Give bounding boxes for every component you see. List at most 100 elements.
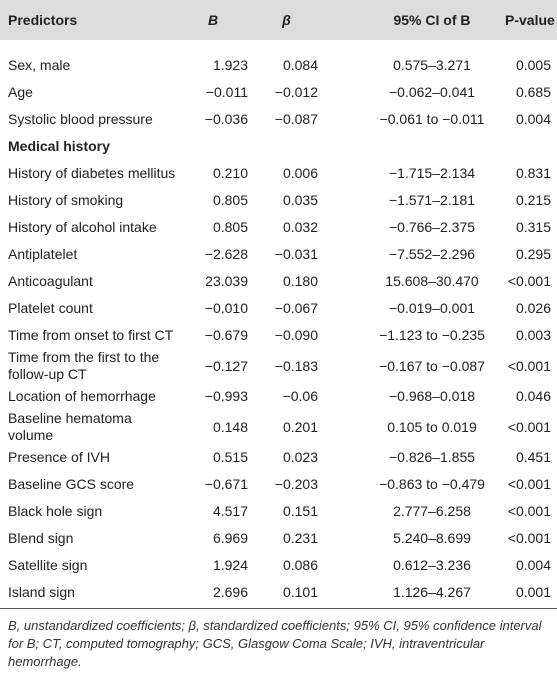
header-cell: Predictors: [0, 0, 178, 40]
header-cell: P-value: [505, 0, 557, 40]
cell: Time from the first to the follow-up CT: [8, 349, 160, 382]
cell: 0.180: [282, 273, 318, 289]
cell: 0.685: [515, 84, 551, 100]
cell: −7.552–2.296: [388, 246, 476, 262]
cell: −0.167 to −0.087: [379, 357, 485, 374]
cell: −0.036: [204, 111, 248, 127]
cell: −0.061 to −0.011: [379, 111, 485, 127]
cell: 2.777–6.258: [393, 503, 471, 519]
cell: −0.011: [205, 84, 248, 100]
table-row: Anticoagulant 23.039 0.180 15.608–30.470 <0.…: [0, 268, 557, 295]
cell: −0.863 to −0.479: [379, 476, 485, 492]
cell: 0.210: [212, 165, 248, 181]
table-row: Satellite sign 1.924 0.086 0.612–3.236 0.004: [0, 552, 557, 579]
cell: 0.831: [515, 165, 551, 181]
cell: −0.993: [204, 388, 248, 404]
cell: 0.575–3.271: [393, 57, 471, 73]
cell: −0.06: [282, 388, 318, 404]
cell: 0.084: [282, 57, 318, 73]
cell: −0.067: [274, 300, 318, 316]
cell: 6.969: [212, 530, 248, 546]
cell: <0.001: [507, 503, 551, 519]
table-row: History of alcohol intake 0.805 0.032 −0.76…: [0, 214, 557, 241]
cell: 0.026: [515, 300, 551, 316]
cell: 0.023: [282, 449, 318, 465]
cell: 0.515: [212, 449, 248, 465]
cell: 0.086: [282, 557, 318, 573]
cell: 0.295: [515, 246, 551, 262]
cell: 1.924: [212, 557, 248, 573]
cell: 0.004: [515, 557, 551, 573]
cell: <0.001: [507, 476, 551, 492]
cell: 0.035: [282, 192, 318, 208]
cell: −0.062–0.041: [388, 84, 476, 100]
cell: Blend sign: [8, 530, 74, 546]
cell: 0.101: [255, 579, 325, 609]
table-body: Sex, male 1.923 0.084 0.575–3.271 0.005 Age −0…: [0, 40, 557, 609]
cell: −1.571–2.181: [388, 192, 476, 208]
cell: −0.031: [274, 246, 318, 262]
cell: Systolic blood pressure: [8, 111, 153, 127]
table-row: Time from onset to first CT −0.679 −0.090 −…: [0, 322, 557, 349]
cell: 0.612–3.236: [393, 557, 471, 573]
table-row: Systolic blood pressure −0.036 −0.087 −0.06…: [0, 106, 557, 133]
table-row: History of diabetes mellitus 0.210 0.006 −1…: [0, 160, 557, 187]
table-row: Sex, male 1.923 0.084 0.575–3.271 0.005: [0, 40, 557, 79]
cell: <0.001: [507, 273, 551, 289]
cell: 23.039: [205, 273, 248, 289]
cell: 0.005: [515, 57, 551, 73]
table-row: Time from the first to the follow-up CT −…: [0, 349, 557, 383]
cell: −0.019–0.001: [388, 300, 476, 316]
cell: −0.203: [274, 476, 318, 492]
cell: −0.671: [204, 476, 248, 492]
table-row: Island sign 2.696 0.101 1.126–4.267 0.001: [0, 579, 557, 609]
table-row: Antiplatelet −2.628 −0.031 −7.552–2.296 0.29…: [0, 241, 557, 268]
table-row: Blend sign 6.969 0.231 5.240–8.699 <0.001: [0, 525, 557, 552]
table-row: Age −0.011 −0.012 −0.062–0.041 0.685: [0, 79, 557, 106]
cell: −0.968–0.018: [388, 388, 476, 404]
cell: −2.628: [204, 246, 248, 262]
cell: 0.215: [515, 192, 551, 208]
cell: 0.805: [212, 192, 248, 208]
cell: History of smoking: [8, 192, 124, 208]
table-row: Medical history: [0, 133, 557, 160]
cell: −0.010: [204, 300, 248, 316]
cell: −0.183: [274, 357, 318, 374]
cell: −0.087: [274, 111, 318, 127]
cell: Time from onset to first CT: [8, 327, 174, 343]
cell: 0.315: [515, 219, 551, 235]
cell: 0.032: [282, 219, 318, 235]
cell: 0.001: [505, 579, 557, 609]
cell: −0.766–2.375: [388, 219, 476, 235]
table-row: History of smoking 0.805 0.035 −1.571–2.181…: [0, 187, 557, 214]
cell: Satellite sign: [8, 557, 88, 573]
header-cell: B: [178, 0, 255, 40]
cell: History of diabetes mellitus: [8, 165, 176, 181]
cell: 0.201: [282, 418, 318, 435]
table-row: Platelet count −0.010 −0.067 −0.019–0.001 0.…: [0, 295, 557, 322]
table-row: Baseline GCS score −0.671 −0.203 −0.863 to …: [0, 471, 557, 498]
cell: Anticoagulant: [8, 273, 93, 289]
cell: 0.105 to 0.019: [387, 418, 477, 435]
cell: Sex, male: [8, 57, 71, 73]
cell: Antiplatelet: [8, 246, 78, 262]
cell: <0.001: [507, 418, 551, 435]
cell: 5.240–8.699: [393, 530, 471, 546]
cell: 0.451: [515, 449, 551, 465]
cell: Baseline GCS score: [8, 476, 135, 492]
cell: <0.001: [507, 357, 551, 374]
cell: Island sign: [0, 579, 178, 609]
table-row: Black hole sign 4.517 0.151 2.777–6.258 <0.0…: [0, 498, 557, 525]
cell: 0.046: [515, 388, 551, 404]
cell: 1.923: [212, 57, 248, 73]
cell: <0.001: [507, 530, 551, 546]
cell: Location of hemorrhage: [8, 388, 156, 404]
cell: 0.003: [515, 327, 551, 343]
table-row: Location of hemorrhage −0.993 −0.06 −0.968–…: [0, 383, 557, 410]
table-row: Baseline hematoma volume 0.148 0.201 0.105 …: [0, 410, 557, 444]
cell: −1.715–2.134: [388, 165, 476, 181]
cell: −1.123 to −0.235: [379, 327, 485, 343]
